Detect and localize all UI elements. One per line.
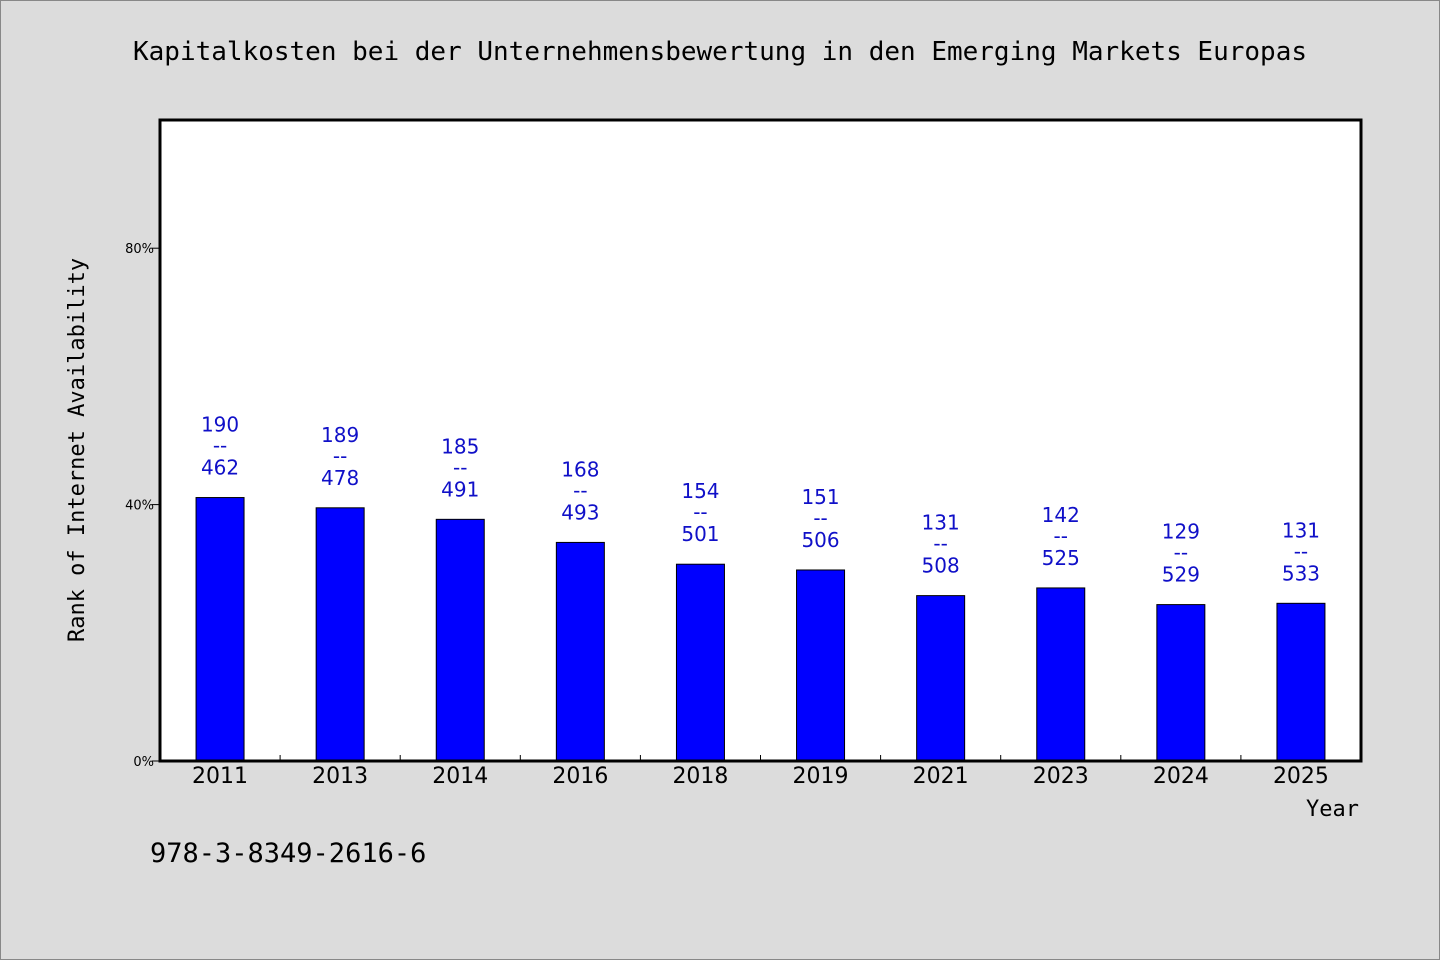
- data-label-rank: 142: [1042, 503, 1080, 527]
- x-tick-label: 2019: [793, 764, 849, 789]
- data-label-separator: --: [693, 500, 707, 524]
- data-label-separator: --: [453, 455, 467, 479]
- x-tick-label: 2016: [552, 764, 608, 789]
- data-label-2025: 131--533: [1282, 518, 1320, 585]
- data-label-2019: 151--506: [801, 485, 839, 552]
- data-label-2014: 185--491: [441, 434, 479, 501]
- data-label-total: 491: [441, 477, 479, 501]
- data-label-rank: 131: [1282, 518, 1320, 542]
- data-label-total: 506: [801, 528, 839, 552]
- y-tick-label: 40%: [125, 499, 154, 514]
- data-label-rank: 190: [201, 413, 239, 437]
- data-label-total: 478: [321, 466, 359, 490]
- data-label-separator: --: [813, 506, 827, 530]
- data-label-2016: 168--493: [561, 457, 599, 524]
- data-label-separator: --: [573, 478, 587, 502]
- bars-layer: [195, 497, 1326, 762]
- data-label-total: 508: [922, 554, 960, 578]
- isbn-text: 978-3-8349-2616-6: [150, 838, 426, 869]
- bar-2014: [435, 518, 485, 762]
- data-label-separator: --: [1294, 539, 1308, 563]
- y-axis: 0% 40% 80%: [125, 242, 160, 770]
- data-labels-layer: 190--462189--478185--491168--493154--501…: [201, 413, 1320, 587]
- bar-2025: [1276, 602, 1326, 762]
- x-tick-label: 2024: [1153, 764, 1209, 789]
- y-tick-label: 0%: [133, 755, 154, 770]
- data-label-2021: 131--508: [922, 511, 960, 578]
- data-label-total: 529: [1162, 563, 1200, 587]
- data-label-separator: --: [333, 444, 347, 468]
- data-label-rank: 168: [561, 457, 599, 481]
- x-tick-label: 2011: [192, 764, 248, 789]
- x-tick-label: 2018: [672, 764, 728, 789]
- data-label-separator: --: [1174, 541, 1188, 565]
- y-tick-label: 80%: [125, 242, 154, 257]
- data-label-total: 525: [1042, 546, 1080, 570]
- data-label-2011: 190--462: [201, 413, 239, 480]
- bar-2016: [555, 541, 605, 762]
- bar-2021: [916, 595, 966, 762]
- x-axis: 2011 2013 2014 2016 2018 2019 2021 2023 2024 2025: [192, 755, 1329, 789]
- data-label-2023: 142--525: [1042, 503, 1080, 570]
- bar-2023: [1036, 587, 1086, 762]
- data-label-2018: 154--501: [681, 479, 719, 546]
- x-axis-title: Year: [1306, 797, 1359, 822]
- x-tick-label: 2021: [913, 764, 969, 789]
- data-label-total: 533: [1282, 561, 1320, 585]
- data-label-rank: 129: [1162, 520, 1200, 544]
- data-label-separator: --: [213, 434, 227, 458]
- data-label-separator: --: [933, 532, 947, 556]
- bar-2024: [1156, 604, 1206, 762]
- data-label-rank: 151: [801, 485, 839, 509]
- bar-2011: [195, 497, 245, 762]
- x-tick-label: 2023: [1033, 764, 1089, 789]
- x-tick-label: 2013: [312, 764, 368, 789]
- x-tick-label: 2025: [1273, 764, 1329, 789]
- data-label-2013: 189--478: [321, 423, 359, 490]
- data-label-total: 493: [561, 500, 599, 524]
- bar-2013: [315, 507, 365, 762]
- data-label-rank: 189: [321, 423, 359, 447]
- data-label-total: 501: [681, 522, 719, 546]
- data-label-2024: 129--529: [1162, 520, 1200, 587]
- data-label-rank: 185: [441, 434, 479, 458]
- data-label-total: 462: [201, 456, 239, 480]
- data-label-rank: 131: [922, 511, 960, 535]
- x-tick-label: 2014: [432, 764, 488, 789]
- chart-title: Kapitalkosten bei der Unternehmensbewert…: [133, 37, 1307, 67]
- bar-2018: [675, 563, 725, 762]
- data-label-rank: 154: [681, 479, 719, 503]
- y-axis-title: Rank of Internet Availability: [65, 258, 90, 642]
- data-label-separator: --: [1054, 524, 1068, 548]
- bar-2019: [796, 569, 846, 762]
